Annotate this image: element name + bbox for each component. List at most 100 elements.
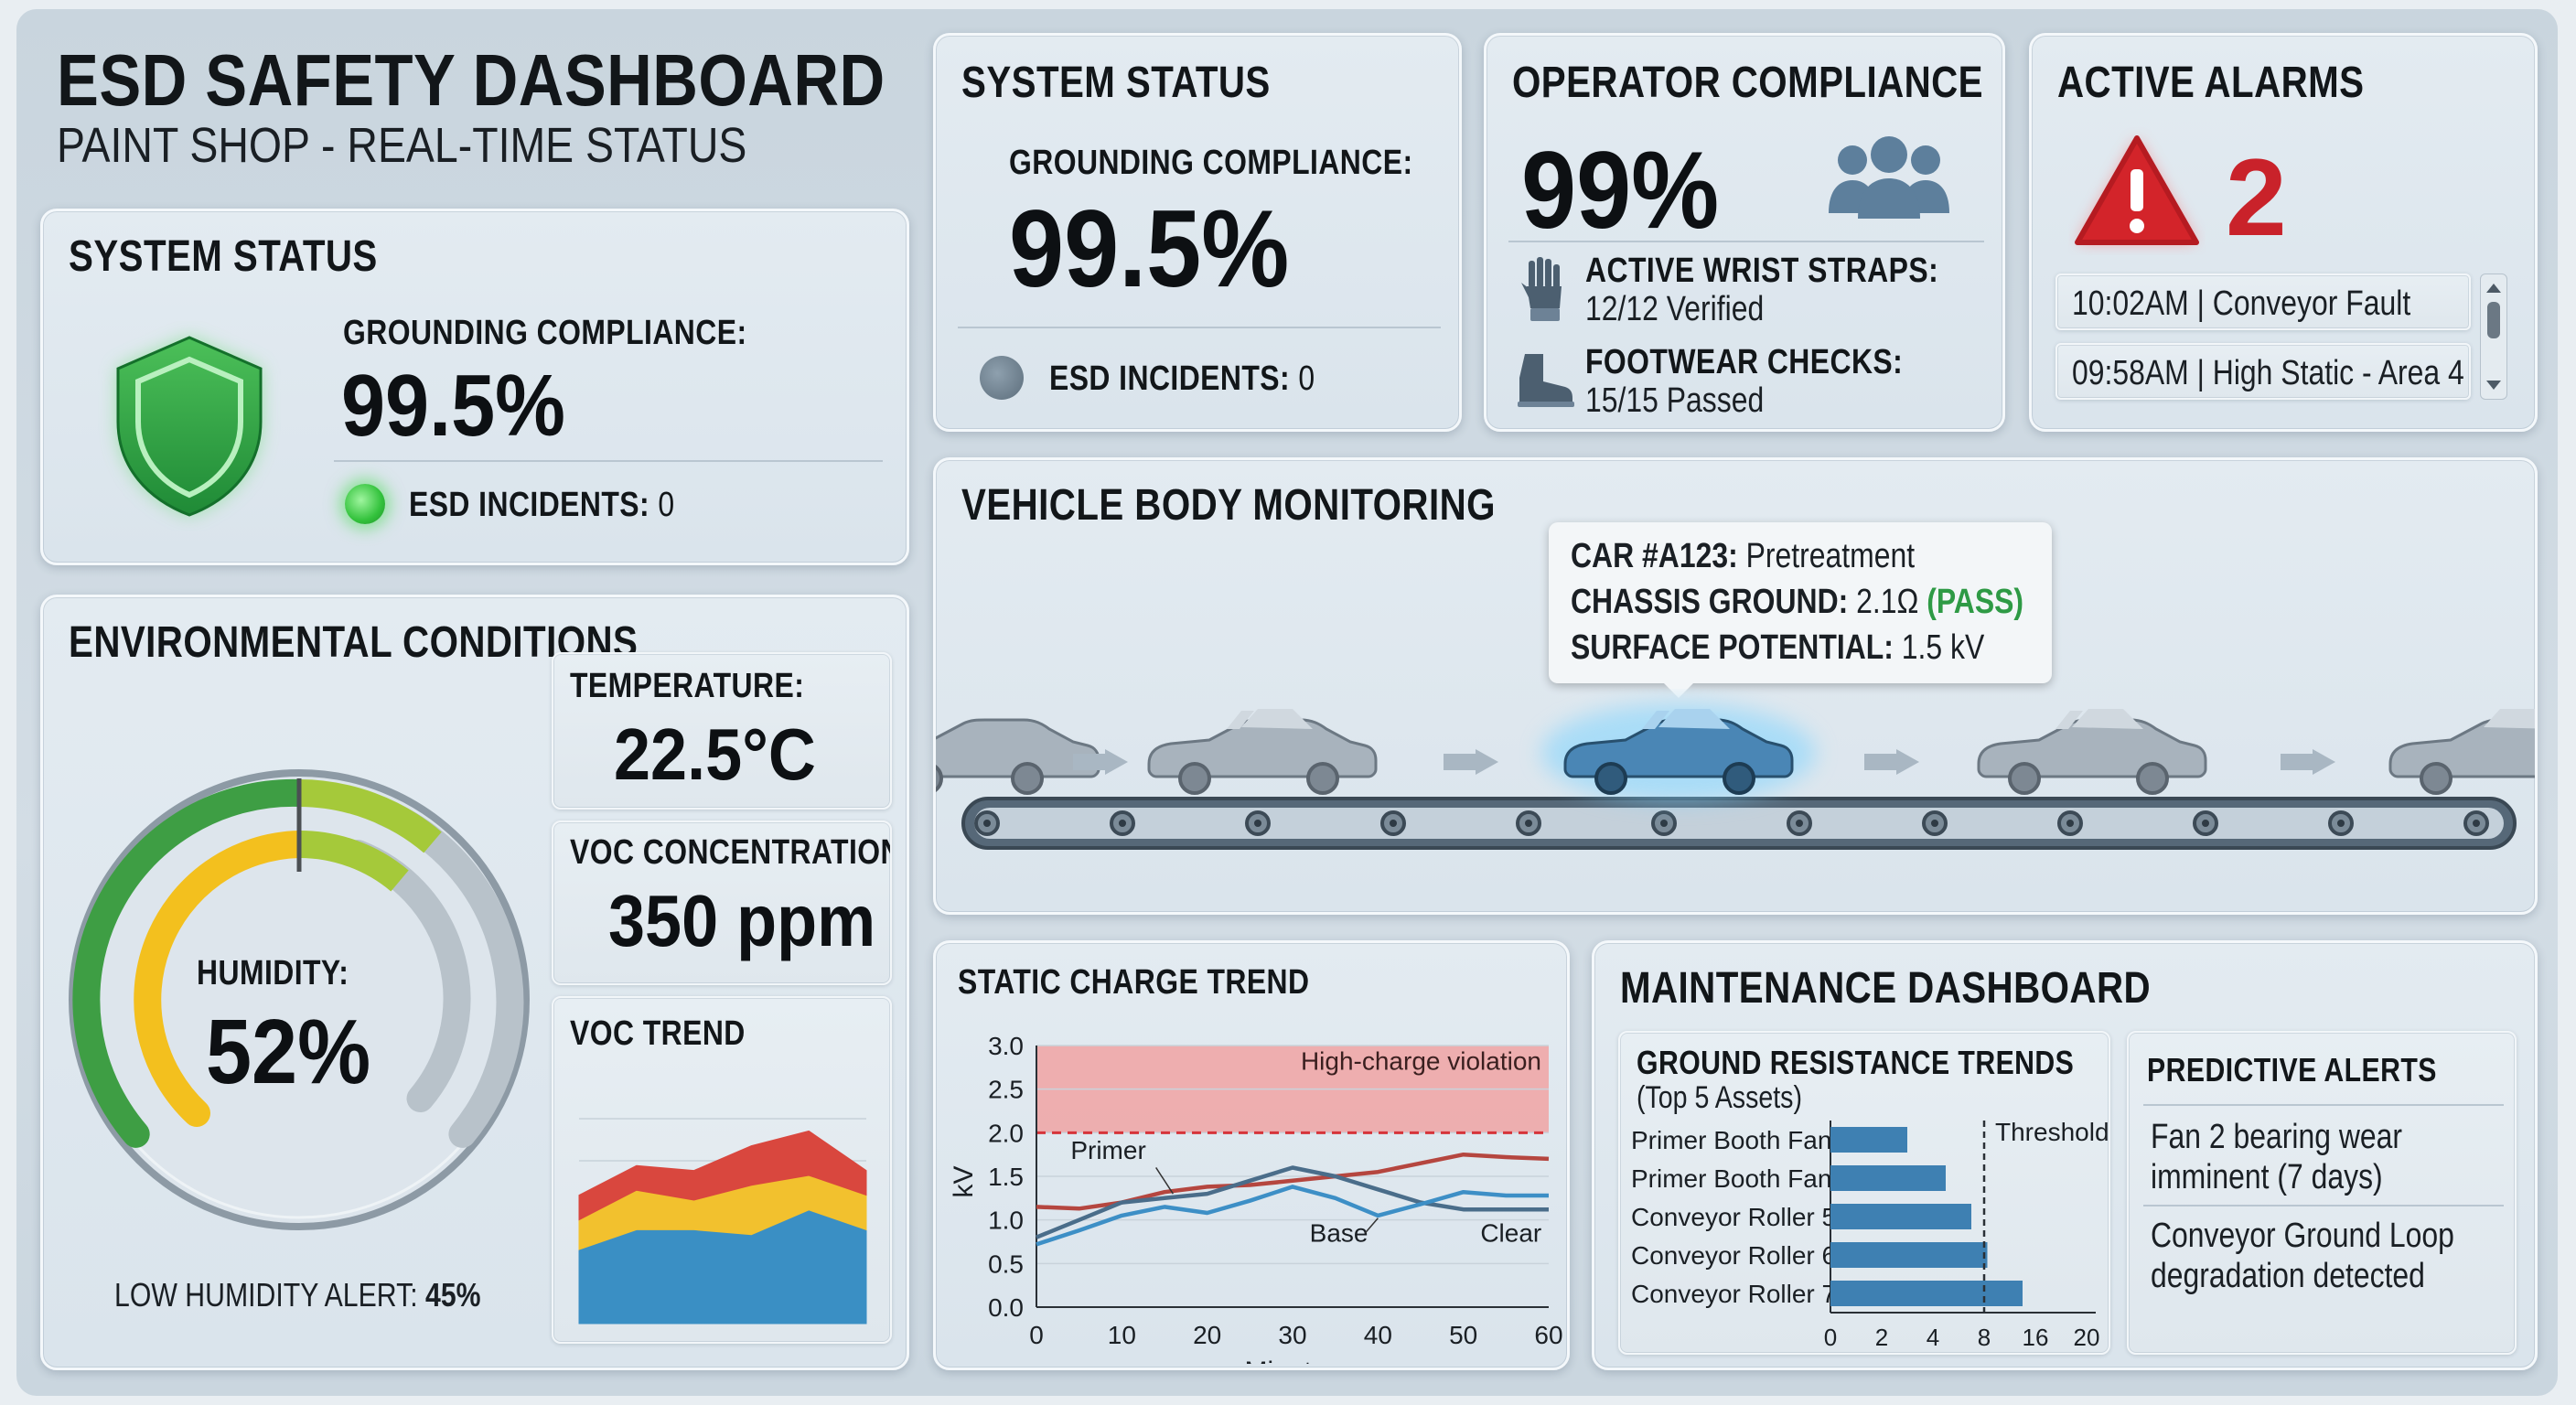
bar <box>1830 1127 1907 1153</box>
alarm-list-scrollbar[interactable] <box>2480 273 2507 400</box>
humidity-value: 52% <box>206 1001 371 1103</box>
x-axis-label: Minutes <box>1244 1357 1340 1364</box>
bar <box>1830 1242 1988 1268</box>
series-line-clear <box>1036 1185 1549 1247</box>
y-tick-label: 2.5 <box>988 1076 1024 1104</box>
divider <box>958 327 1441 328</box>
predictive-alerts-card: PREDICTIVE ALERTS Fan 2 bearing wear immi… <box>2127 1031 2517 1355</box>
wrist-straps-value: 12/12 Verified <box>1585 290 1765 328</box>
alarm-item[interactable]: 09:58AM | High Static - Area 4 <box>2055 343 2471 400</box>
roller-hub <box>2473 820 2480 827</box>
predictive-alert-item: Conveyor Ground Loop degradation detected <box>2151 1217 2454 1295</box>
arrow-right-icon <box>1896 749 1919 775</box>
roller-hub <box>1660 820 1668 827</box>
bar-category-label: Primer Booth Fan <box>1631 1164 1831 1193</box>
active-alarms-title: ACTIVE ALARMS <box>2057 59 2365 107</box>
chassis-ground-value: 2.1Ω <box>1856 583 1919 621</box>
wrist-straps-label: ACTIVE WRIST STRAPS: <box>1585 252 1939 290</box>
humidity-gauge <box>69 769 530 1230</box>
arrow-right-icon <box>1105 749 1128 775</box>
roller-hub <box>1119 820 1126 827</box>
x-tick-label: 0 <box>1824 1324 1837 1351</box>
grounding-summary-value: 99.5% <box>1009 188 1290 310</box>
y-tick-label: 1.0 <box>988 1207 1024 1235</box>
voc-concentration-card: VOC CONCENTRATION: 350 ppm <box>552 820 892 985</box>
series-label-clear: Clear <box>1480 1219 1541 1248</box>
voc-value: 350 ppm <box>608 880 876 961</box>
operator-compliance-panel: OPERATOR COMPLIANCE 99% ACTIVE WRIST STR… <box>1484 33 2005 432</box>
humidity-label: HUMIDITY: <box>197 954 349 992</box>
esd-incidents-label: ESD INCIDENTS: 0 <box>409 486 675 524</box>
scroll-down-icon[interactable] <box>2486 381 2501 390</box>
roller-hub <box>1931 820 1938 827</box>
divider <box>2143 1104 2504 1106</box>
status-indicator-gray <box>980 356 1024 400</box>
predictive-alerts-title: PREDICTIVE ALERTS <box>2147 1051 2437 1089</box>
car-id-label: CAR #A123: <box>1571 537 1738 575</box>
x-tick-label: 4 <box>1927 1324 1939 1351</box>
alarm-item[interactable]: 10:02AM | Conveyor Fault <box>2055 273 2471 330</box>
footwear-checks-value: 15/15 Passed <box>1585 381 1765 420</box>
y-tick-label: 2.0 <box>988 1119 1024 1147</box>
roller-hub <box>2202 820 2209 827</box>
temperature-label: TEMPERATURE: <box>570 667 805 705</box>
x-tick-label: 40 <box>1364 1321 1392 1349</box>
voc-area-2 <box>578 1130 867 1221</box>
surface-potential-label: SURFACE POTENTIAL: <box>1571 628 1894 667</box>
voc-trend-card: VOC TREND <box>552 996 892 1344</box>
series-label-base: Base <box>1310 1219 1368 1248</box>
static-charge-title: STATIC CHARGE TREND <box>958 963 1310 1002</box>
page-subtitle: PAINT SHOP - REAL-TIME STATUS <box>57 117 859 174</box>
grounding-value: 99.5% <box>341 357 565 455</box>
violation-label: High-charge violation <box>1301 1047 1541 1076</box>
bar-category-label: Conveyor Roller 6 <box>1631 1241 1836 1270</box>
boot-icon <box>1518 354 1574 407</box>
bar-category-label: Conveyor Roller 5 <box>1631 1203 1836 1231</box>
x-tick-label: 2 <box>1875 1324 1888 1351</box>
roller-hub <box>1390 820 1397 827</box>
gauge-arc-yellow <box>134 831 313 1127</box>
system-status-summary-panel: SYSTEM STATUS GROUNDING COMPLIANCE: 99.5… <box>933 33 1462 432</box>
threshold-label: Threshold <box>1995 1118 2109 1146</box>
vehicle-monitoring-title: VEHICLE BODY MONITORING <box>961 481 1496 530</box>
chassis-ground-label: CHASSIS GROUND: <box>1571 583 1849 621</box>
page-title-text: ESD SAFETY DASHBOARD <box>57 39 886 121</box>
y-axis-label: kV <box>949 1165 979 1197</box>
divider <box>334 460 883 462</box>
y-tick-label: 3.0 <box>988 1032 1024 1060</box>
roller-hub <box>983 820 991 827</box>
x-tick-label: 8 <box>1978 1324 1991 1351</box>
roller-hub <box>1796 820 1803 827</box>
page-subtitle-text: PAINT SHOP - REAL-TIME STATUS <box>57 118 747 173</box>
footwear-checks-label: FOOTWEAR CHECKS: <box>1585 343 1904 381</box>
group-icon <box>1829 136 1949 219</box>
system-status-panel: SYSTEM STATUS GROUNDING COMPLIANCE: 99.5… <box>40 209 909 565</box>
scroll-thumb[interactable] <box>2487 302 2500 338</box>
predictive-alert-item: Fan 2 bearing wear imminent (7 days) <box>2151 1118 2403 1196</box>
gauge-arc-lime-inner <box>298 830 409 892</box>
bar <box>1830 1204 1971 1229</box>
voc-trend-chart <box>578 1118 867 1325</box>
voc-trend-title: VOC TREND <box>570 1014 746 1053</box>
x-tick-label: 50 <box>1449 1321 1477 1349</box>
grounding-summary-label: GROUNDING COMPLIANCE: <box>1009 144 1413 182</box>
conveyor-line <box>936 703 2535 850</box>
y-tick-label: 1.5 <box>988 1163 1024 1191</box>
x-tick-label: 10 <box>1108 1321 1136 1349</box>
static-charge-chart: High-charge violation 0.0 0.5 1.0 1.5 2.0 2.5 3… <box>949 1032 1563 1364</box>
roller-hub <box>2066 820 2074 827</box>
vehicle-monitoring-panel: VEHICLE BODY MONITORING CAR #A123: Pretr… <box>933 457 2538 915</box>
page-title: ESD SAFETY DASHBOARD <box>57 38 1020 123</box>
chassis-pass-status: (PASS) <box>1927 583 2024 621</box>
shield-icon <box>116 336 263 517</box>
vehicle-tooltip: CAR #A123: Pretreatment CHASSIS GROUND: … <box>1549 522 2052 698</box>
x-tick-label: 60 <box>1534 1321 1562 1349</box>
gauge-arc-lime <box>298 779 442 853</box>
low-humidity-alert: LOW HUMIDITY ALERT: 45% <box>114 1276 481 1314</box>
alarm-count: 2 <box>2226 136 2287 259</box>
label-leader <box>1364 1217 1379 1234</box>
environmental-panel: ENVIRONMENTAL CONDITIONS HUMIDITY: 52% L… <box>40 595 909 1370</box>
car-icon <box>2388 709 2535 795</box>
scroll-up-icon[interactable] <box>2486 284 2501 293</box>
grounding-label: GROUNDING COMPLIANCE: <box>343 314 747 352</box>
